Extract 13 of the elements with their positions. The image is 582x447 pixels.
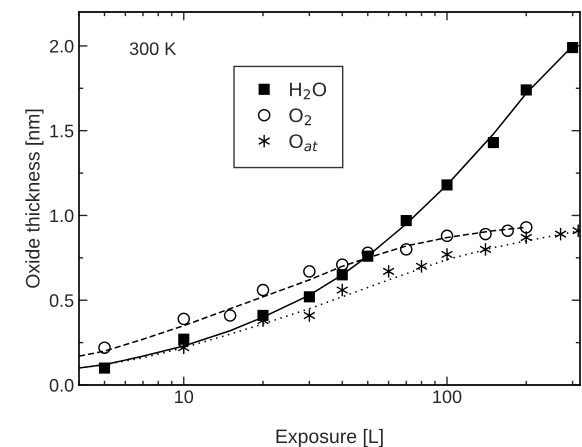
y-tick-label: 1.0	[50, 209, 74, 222]
y-tick-label: 0.5	[50, 294, 74, 307]
legend-label: H$_{2}$O	[290, 82, 326, 100]
legend-label: O$_{2}$	[289, 108, 312, 126]
legend-label: O$_{at}$	[289, 134, 318, 152]
x-tick-label: 100	[433, 390, 462, 404]
x-axis-title: Exposure [L]	[276, 428, 383, 447]
y-tick-label: 1.5	[50, 124, 74, 138]
y-axis-title: Oxide thickness [nm]	[25, 110, 44, 288]
y-tick-label: 0.0	[50, 378, 74, 392]
annotation: 300 K	[130, 42, 176, 56]
y-tick-label: 2.0	[50, 40, 74, 53]
x-tick-label: 10	[175, 390, 194, 404]
